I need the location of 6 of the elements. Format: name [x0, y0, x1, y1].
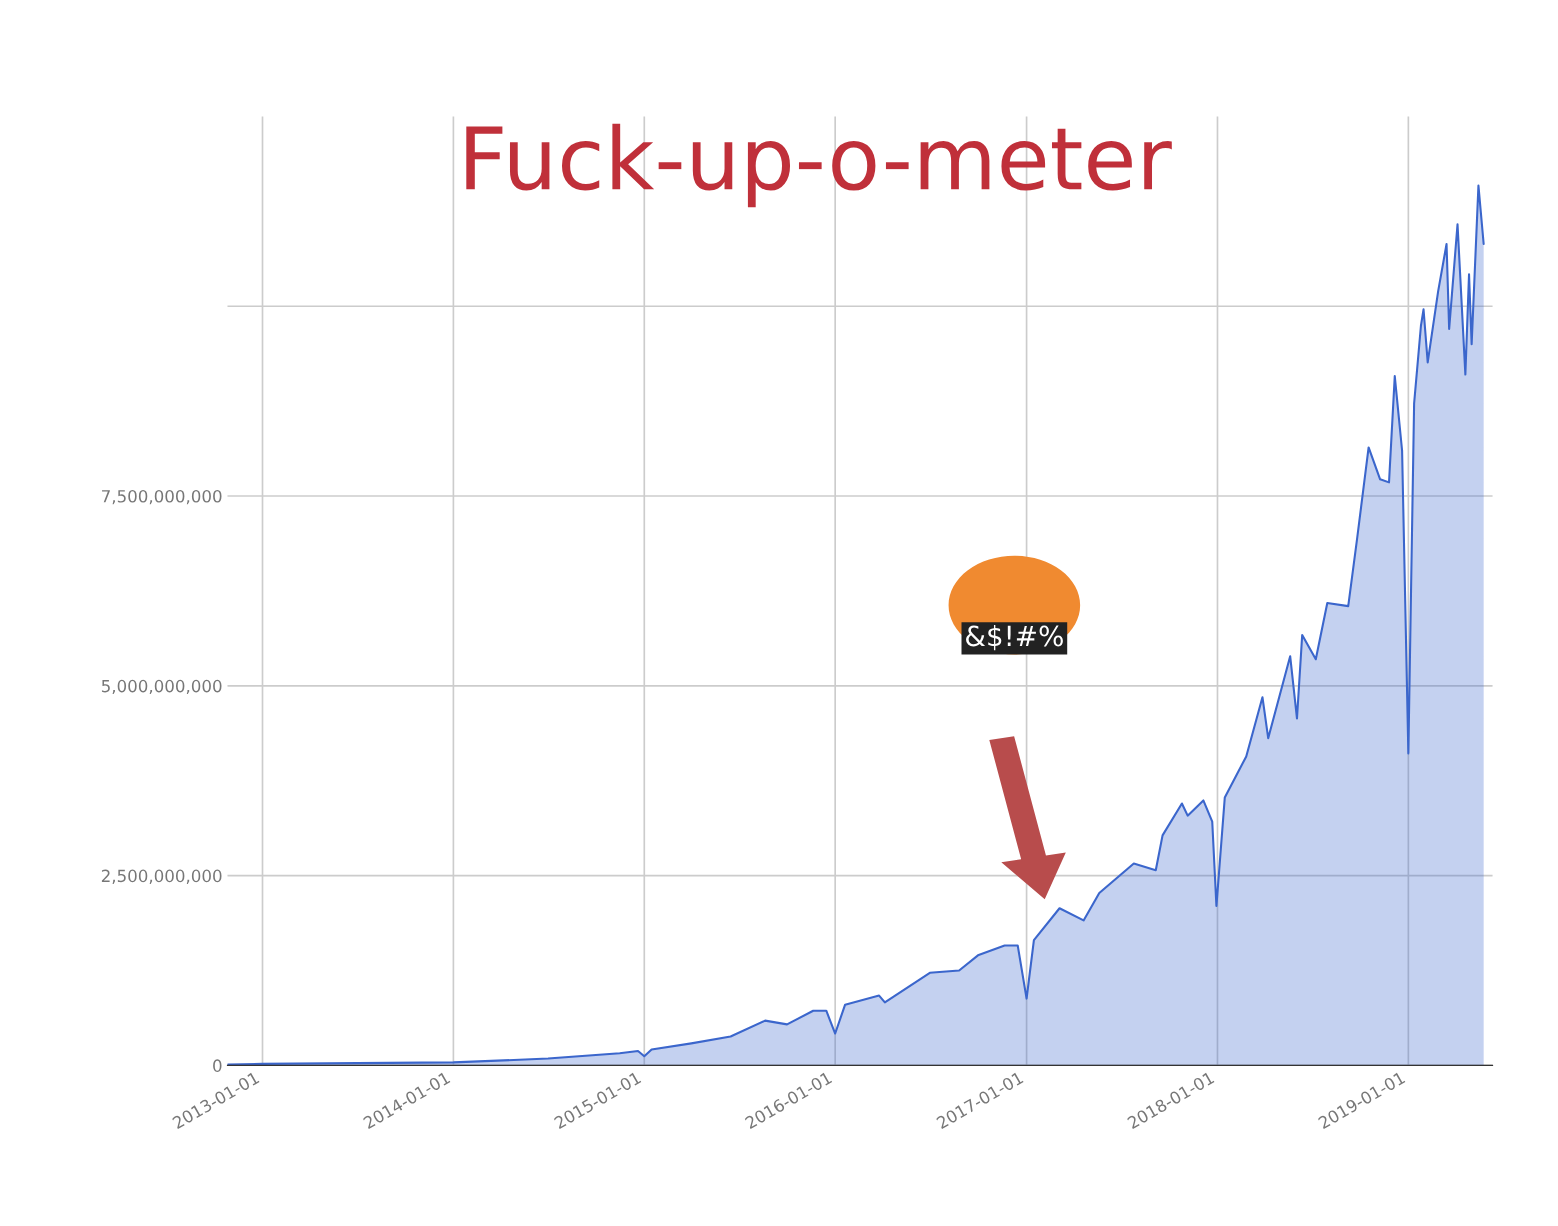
y-tick-label: 7,500,000,000: [102, 490, 222, 505]
chart-title: Fuck-up-o-meter: [466, 123, 1172, 208]
annotation: &$!#%: [966, 624, 1063, 651]
y-tick-label: 2,500,000,000: [101, 869, 222, 884]
y-tick-label: 0: [213, 1059, 222, 1072]
y-tick-label: 5,000,000,000: [101, 679, 222, 695]
